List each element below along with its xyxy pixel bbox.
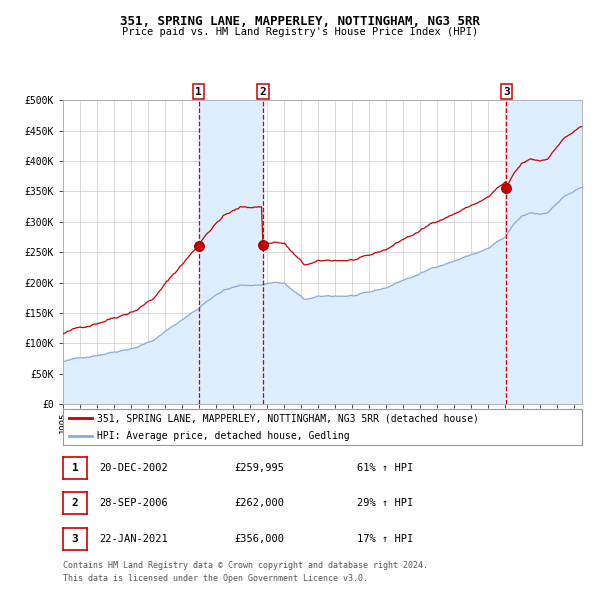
Text: 61% ↑ HPI: 61% ↑ HPI	[357, 463, 413, 473]
Bar	[199, 100, 263, 404]
Text: £259,995: £259,995	[234, 463, 284, 473]
Text: HPI: Average price, detached house, Gedling: HPI: Average price, detached house, Gedl…	[97, 431, 349, 441]
Text: 351, SPRING LANE, MAPPERLEY, NOTTINGHAM, NG3 5RR (detached house): 351, SPRING LANE, MAPPERLEY, NOTTINGHAM,…	[97, 414, 479, 424]
Text: Price paid vs. HM Land Registry's House Price Index (HPI): Price paid vs. HM Land Registry's House …	[122, 27, 478, 37]
Text: 3: 3	[71, 534, 79, 544]
Text: Contains HM Land Registry data © Crown copyright and database right 2024.: Contains HM Land Registry data © Crown c…	[63, 561, 428, 570]
Text: £262,000: £262,000	[234, 499, 284, 509]
Text: 20-DEC-2002: 20-DEC-2002	[99, 463, 168, 473]
Text: 351, SPRING LANE, MAPPERLEY, NOTTINGHAM, NG3 5RR: 351, SPRING LANE, MAPPERLEY, NOTTINGHAM,…	[120, 15, 480, 28]
Text: £356,000: £356,000	[234, 534, 284, 544]
Text: 28-SEP-2006: 28-SEP-2006	[99, 499, 168, 509]
Text: 2: 2	[259, 87, 266, 97]
Text: 17% ↑ HPI: 17% ↑ HPI	[357, 534, 413, 544]
Text: 3: 3	[503, 87, 510, 97]
Text: This data is licensed under the Open Government Licence v3.0.: This data is licensed under the Open Gov…	[63, 574, 368, 583]
Text: 22-JAN-2021: 22-JAN-2021	[99, 534, 168, 544]
Bar	[506, 100, 582, 404]
Text: 1: 1	[195, 87, 202, 97]
Text: 2: 2	[71, 499, 79, 509]
Text: 1: 1	[71, 463, 79, 473]
Text: 29% ↑ HPI: 29% ↑ HPI	[357, 499, 413, 509]
